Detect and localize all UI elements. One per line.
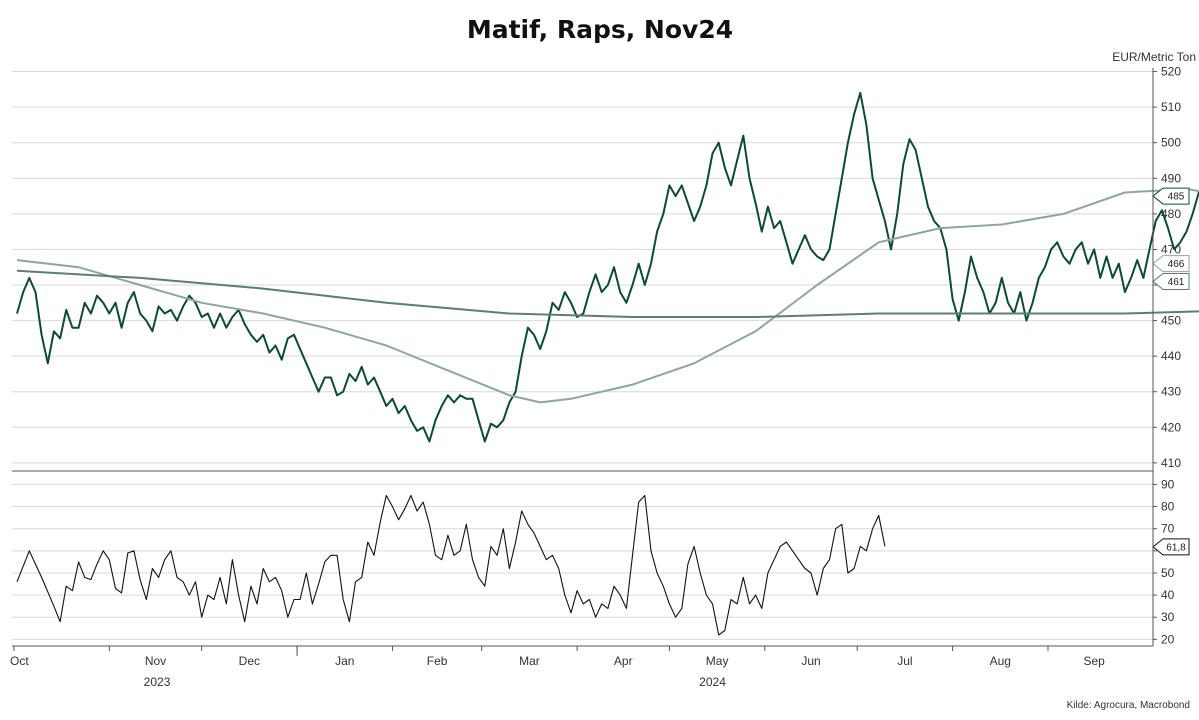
price-end-label: 461 [1152,272,1190,290]
oscillator-y-ticks: 2030405060708090 [1153,477,1175,646]
month-label: Aug [990,654,1011,668]
month-label: Dec [239,654,260,668]
month-label: Jun [801,654,820,668]
price-series [16,91,1199,443]
svg-text:61,8: 61,8 [1166,542,1186,553]
price-tick-label: 520 [1161,65,1181,79]
month-label: Sep [1083,654,1105,668]
source-note: Kilde: Agrocura, Macrobond [1067,700,1190,711]
price-panel: 410420430440450460470480490500510520 485… [12,65,1199,470]
chart-title: Matif, Raps, Nov24 [467,15,733,44]
oscillator-tick-label: 90 [1161,477,1175,491]
month-label: May [706,654,729,668]
x-axis: Oct Nov Dec Jan Feb Mar Apr May Jun Jul Aug Sep 2023… [10,646,1105,689]
price-tick-label: 410 [1161,456,1181,470]
price-tick-label: 450 [1161,314,1181,328]
month-label: Apr [614,654,633,668]
svg-text:485: 485 [1168,192,1185,203]
oscillator-tick-label: 50 [1161,566,1175,580]
month-label: Mar [519,654,540,668]
price-tick-label: 490 [1161,171,1181,185]
year-label: 2023 [144,675,171,689]
oscillator-series-line [16,494,886,636]
price-series-line [16,188,1199,404]
price-tick-label: 420 [1161,420,1181,434]
oscillator-end-labels: 61,8 [1152,538,1190,556]
price-tick-label: 510 [1161,100,1181,114]
price-end-labels: 485 466 461 [1152,187,1190,290]
price-unit-label: EUR/Metric Ton [1112,50,1196,64]
price-y-ticks: 410420430440450460470480490500510520 [1153,65,1181,470]
oscillator-tick-label: 70 [1161,522,1175,536]
price-end-label: 485 [1152,187,1190,205]
price-series-line [16,91,1199,443]
oscillator-tick-label: 40 [1161,588,1175,602]
price-gridlines [12,71,1153,464]
month-label: Jan [335,654,354,668]
price-series-line [16,269,1199,318]
price-end-label: 466 [1152,255,1190,273]
svg-text:466: 466 [1168,259,1185,270]
month-label: Nov [145,654,166,668]
price-tick-label: 440 [1161,349,1181,363]
price-tick-label: 430 [1161,385,1181,399]
oscillator-tick-label: 30 [1161,610,1175,624]
month-label: Oct [10,654,29,668]
price-tick-label: 500 [1161,136,1181,150]
month-label: Feb [427,654,448,668]
month-label: Jul [897,654,912,668]
oscillator-end-label: 61,8 [1152,538,1190,556]
oscillator-panel: 2030405060708090 61,8 [12,477,1190,646]
oscillator-gridlines [12,483,1153,640]
oscillator-series [16,494,886,636]
svg-text:461: 461 [1168,277,1185,288]
oscillator-tick-label: 20 [1161,632,1175,646]
price-tick-label: 480 [1161,207,1181,221]
year-label: 2024 [699,675,726,689]
oscillator-tick-label: 80 [1161,500,1175,514]
